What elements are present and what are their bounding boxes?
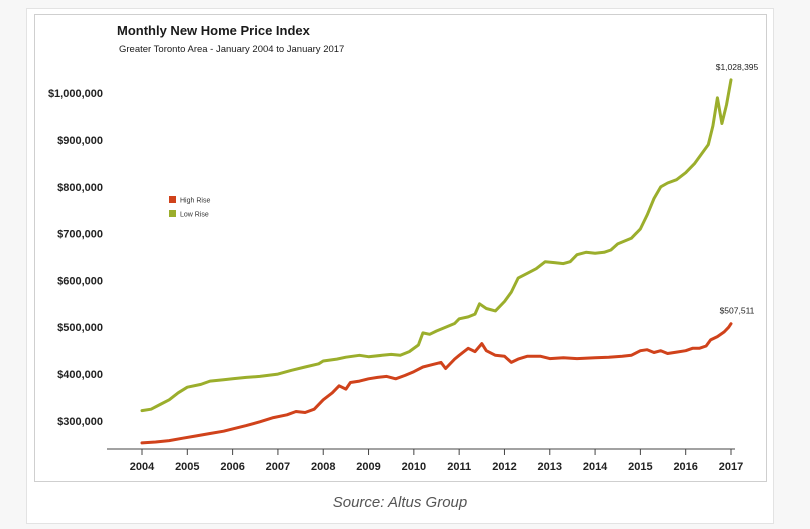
- legend-label-high-rise: High Rise: [180, 198, 210, 205]
- x-tick-label: 2013: [538, 461, 562, 473]
- x-axis: 2004 2005 2006 2007 2008 2009 2010 2011 2012 2013…: [130, 449, 743, 473]
- x-tick-label: 2006: [220, 461, 244, 473]
- x-tick-label: 2015: [628, 461, 652, 473]
- end-label-low-rise: $1,028,395: [716, 62, 759, 72]
- chart-title: Monthly New Home Price Index: [117, 23, 311, 38]
- y-tick-label: $700,000: [57, 229, 103, 241]
- legend: High Rise Low Rise: [169, 196, 210, 219]
- y-axis: $300,000 $400,000 $500,000 $600,000 $700,000…: [48, 88, 103, 428]
- x-tick-label: 2016: [673, 461, 697, 473]
- legend-label-low-rise: Low Rise: [180, 212, 209, 219]
- x-tick-label: 2010: [402, 461, 426, 473]
- y-tick-label: $500,000: [57, 322, 103, 334]
- series-line-low-rise: [140, 78, 733, 413]
- x-tick-label: 2005: [175, 461, 199, 473]
- y-tick-label: $400,000: [57, 369, 103, 381]
- y-tick-label: $900,000: [57, 135, 103, 147]
- chart-card: Monthly New Home Price Index Greater Tor…: [34, 14, 767, 482]
- image-caption: Source: Altus Group: [332, 494, 468, 511]
- x-tick-label: 2007: [266, 461, 290, 473]
- x-tick-label: 2009: [356, 461, 380, 473]
- end-label-high-rise: $507,511: [720, 306, 755, 316]
- line-chart: Monthly New Home Price Index Greater Tor…: [48, 23, 759, 473]
- y-tick-label: $300,000: [57, 416, 103, 428]
- y-tick-label: $600,000: [57, 275, 103, 287]
- x-tick-label: 2008: [311, 461, 335, 473]
- chart-subtitle: Greater Toronto Area - January 2004 to J…: [119, 44, 344, 55]
- x-tick-label: 2014: [583, 461, 608, 473]
- legend-swatch-high-rise: [169, 196, 176, 203]
- x-tick-label: 2012: [492, 461, 516, 473]
- y-tick-label: $1,000,000: [48, 88, 103, 100]
- series-layer: [140, 78, 733, 445]
- x-tick-label: 2004: [130, 461, 155, 473]
- annotation-layer: $507,511 $1,028,395: [716, 62, 759, 316]
- x-tick-label: 2011: [447, 461, 471, 473]
- x-tick-label: 2017: [719, 461, 743, 473]
- y-tick-label: $800,000: [57, 182, 103, 194]
- series-line-high-rise: [140, 322, 733, 445]
- legend-swatch-low-rise: [169, 210, 176, 217]
